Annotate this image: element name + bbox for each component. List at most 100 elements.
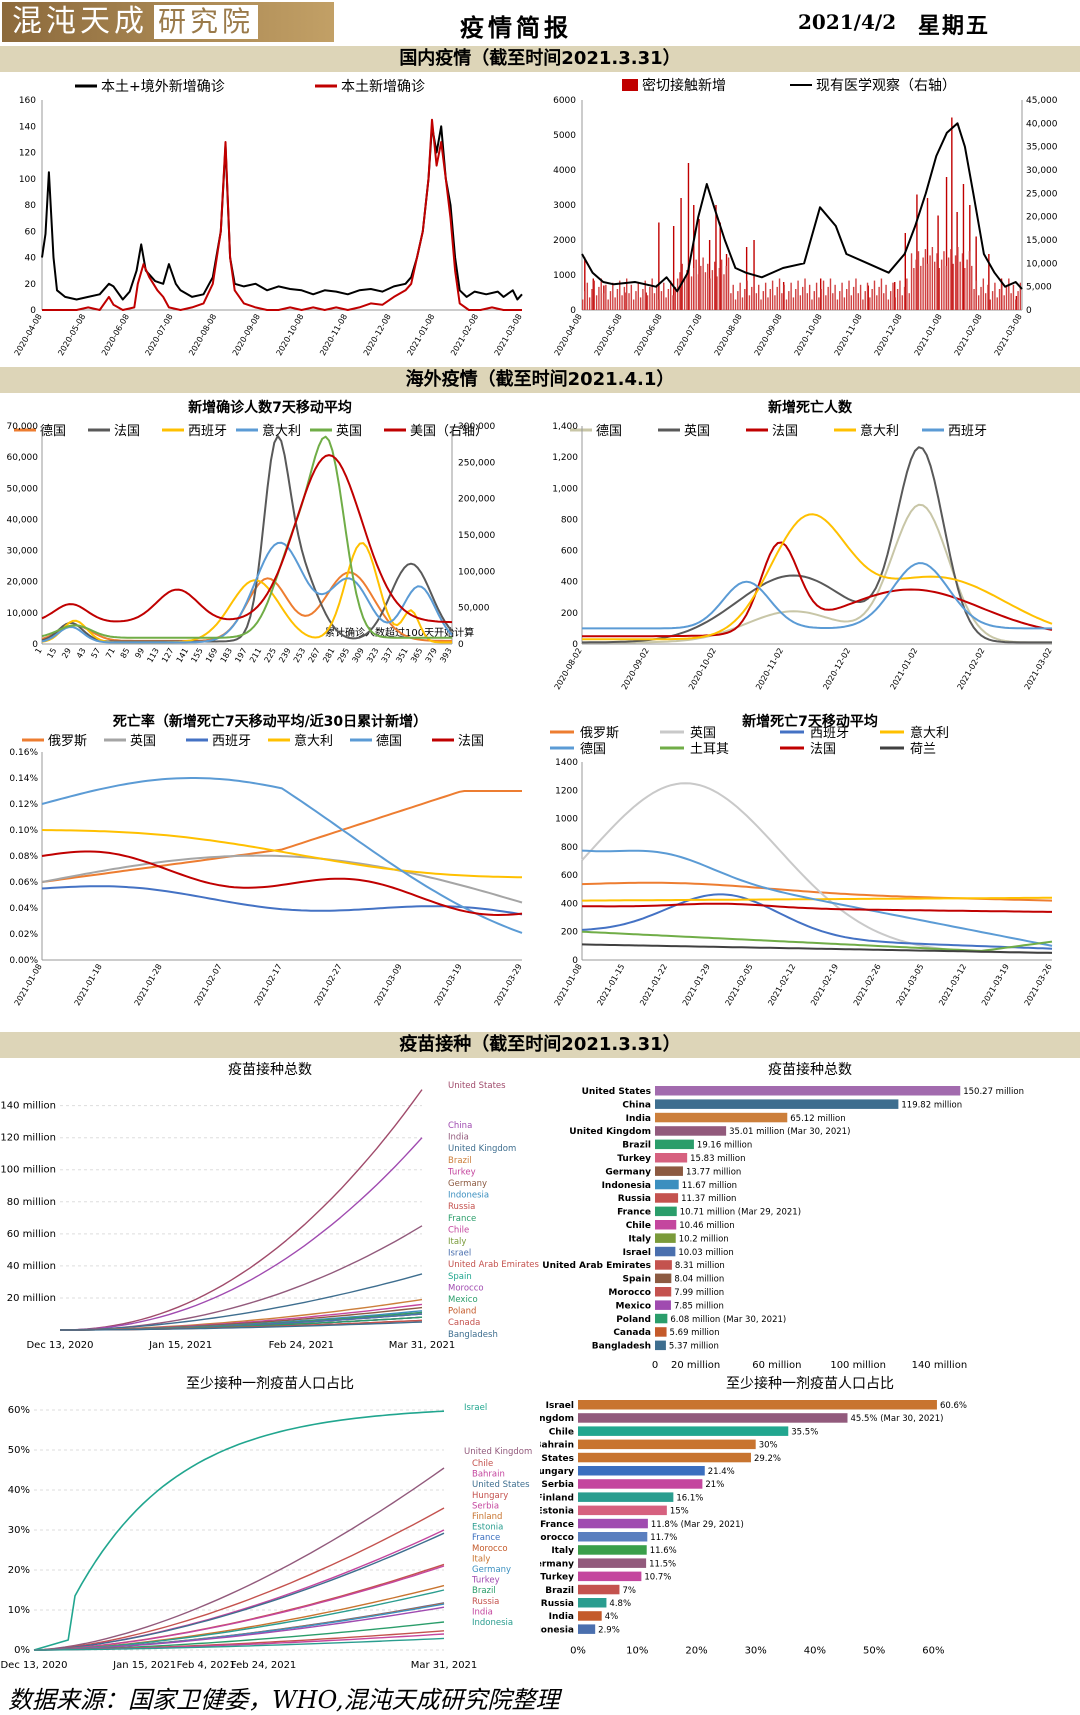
bar: [616, 289, 619, 310]
bar: [704, 272, 707, 310]
series-line: [59, 1089, 423, 1331]
bar: [582, 299, 584, 310]
bar: [602, 293, 605, 310]
bar: [1019, 282, 1022, 310]
y-tick-label: 50,000: [458, 604, 490, 614]
bar: [700, 265, 702, 310]
bar-category-label: Bahrain: [540, 1441, 574, 1451]
bar: [961, 253, 964, 310]
bar: [903, 286, 906, 310]
series-label: United States: [448, 1081, 506, 1091]
x-tick-label: 20 million: [671, 1360, 720, 1370]
bar: [655, 1273, 672, 1284]
bar: [655, 1340, 666, 1351]
bar: [852, 286, 855, 310]
bar: [667, 289, 670, 310]
series-line: [581, 782, 1052, 954]
bar-category-label: United Kingdom: [569, 1127, 651, 1137]
bar: [655, 1313, 668, 1324]
y-tick-label: 1000: [555, 815, 578, 825]
bar: [808, 284, 811, 310]
bar: [655, 1287, 672, 1297]
bar: [578, 1624, 596, 1634]
bar: [632, 299, 635, 310]
bar: [883, 293, 885, 310]
bar: [593, 280, 595, 310]
y-tick-label: 40,000: [1026, 119, 1058, 129]
y-tick-label: 80 million: [7, 1197, 56, 1208]
chart-close-contacts: 密切接触新增 现有医学观察（右轴） 0 1000 2000 3000 4000 5000 600…: [553, 77, 1058, 358]
series-line: [582, 446, 1052, 644]
bar: [734, 299, 737, 310]
y-tick-label: 100 million: [0, 1165, 56, 1176]
legend-swatch: [622, 79, 638, 91]
bar: [686, 270, 688, 310]
x-tick-label: 155: [189, 647, 204, 665]
y-tick-label: 140: [19, 122, 36, 132]
bar-category-label: Hungary: [540, 1467, 574, 1477]
x-tick-label: 2020-12-02: [821, 647, 852, 692]
series-label: Chile: [448, 1225, 469, 1235]
legend-label: 西班牙: [212, 734, 251, 749]
x-tick-label: 57: [89, 647, 102, 660]
x-tick-label: 183: [219, 647, 234, 665]
legend-label: 西班牙: [188, 424, 227, 439]
bar-value-label: 119.82 million: [901, 1100, 962, 1110]
x-tick-label: 2020-07-08: [144, 313, 175, 358]
header: 混沌天成 研究院 疫情简报 2021/4/2 星期五: [0, 0, 1080, 46]
bar: [917, 251, 920, 310]
x-tick-label: 2021-03-19: [980, 963, 1011, 1008]
y-tick-label: 200: [561, 609, 578, 619]
bar: [595, 295, 598, 310]
data-source: 数据来源：国家卫健委，WHO,混沌天成研究院整理: [8, 1686, 560, 1714]
series-label: Brazil: [472, 1586, 496, 1596]
bar: [848, 280, 850, 310]
bar: [714, 261, 716, 310]
bar: [637, 282, 639, 310]
legend-label: 意大利: [262, 423, 301, 439]
y-tick-label: 800: [561, 843, 578, 853]
x-tick-label: 140 million: [912, 1360, 968, 1370]
y-tick-label: 30%: [8, 1525, 30, 1536]
bar: [988, 254, 990, 310]
page-title: 疫情简报: [460, 13, 572, 42]
y-tick-label: 2000: [553, 236, 576, 246]
x-tick-label: 2020-12-08: [873, 313, 904, 358]
bar-value-label: 65.12 million: [790, 1114, 845, 1124]
x-tick-label: 2021-01-08: [405, 313, 436, 358]
series-line: [581, 902, 1052, 913]
y-tick-label: 0.12%: [9, 800, 38, 810]
bar: [876, 295, 878, 310]
bar-value-label: 35.5%: [791, 1427, 818, 1437]
y-tick-label: 25,000: [1026, 189, 1058, 199]
bar: [578, 1452, 751, 1463]
series-label: Spain: [448, 1272, 472, 1282]
bar: [894, 282, 896, 310]
y-tick-label: 50,000: [7, 484, 39, 494]
x-tick-label: 2021-02-26: [852, 963, 883, 1008]
x-tick-label: 2020-06-08: [633, 313, 664, 358]
series-label: Serbia: [472, 1501, 499, 1511]
bar: [609, 291, 612, 310]
bar: [578, 1400, 937, 1410]
bar-category-label: Brazil: [622, 1141, 651, 1151]
x-tick-label: 2020-09-08: [231, 313, 262, 358]
bar: [822, 280, 825, 310]
series-label: France: [472, 1533, 500, 1543]
y-tick-label: 1400: [555, 758, 578, 768]
bar: [846, 289, 848, 310]
bar: [578, 1611, 602, 1621]
bar: [973, 289, 975, 310]
series-line: [60, 1321, 423, 1331]
bar: [890, 291, 892, 310]
series-label: Bahrain: [472, 1470, 505, 1480]
x-tick-label: Dec 13, 2020: [0, 1660, 67, 1671]
bar-category-label: United Kingdom: [540, 1414, 574, 1424]
series-label: India: [472, 1607, 493, 1617]
y-tick-label: 30,000: [7, 547, 39, 557]
x-tick-label: 2021-01-08: [553, 963, 584, 1008]
bar-category-label: Israel: [546, 1401, 574, 1411]
bar: [578, 1571, 642, 1582]
chart-vaccine-share-bar: 至少接种一剂疫苗人口占比 Israel 60.6% United Kingdom 45.…: [540, 1375, 967, 1657]
bar: [727, 257, 730, 310]
